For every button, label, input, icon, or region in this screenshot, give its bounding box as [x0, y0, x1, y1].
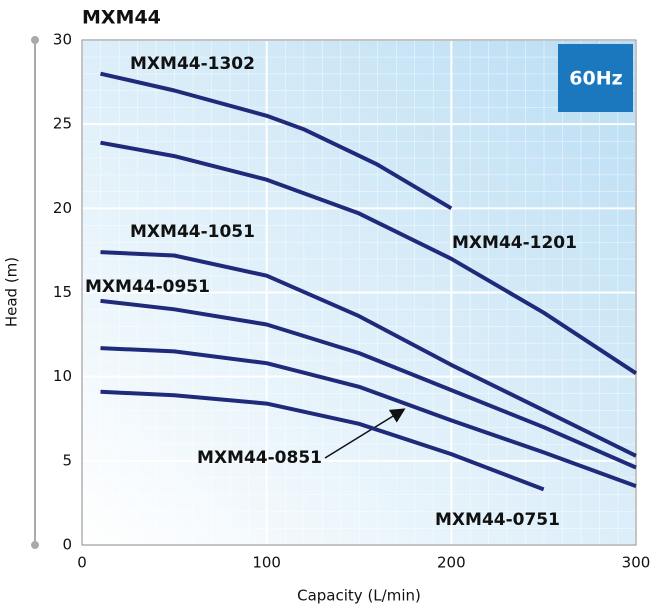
- curve-label: MXM44-1201: [452, 233, 577, 253]
- y-tick-label: 10: [53, 367, 72, 385]
- x-tick-label: 100: [252, 554, 281, 572]
- axis-dot: [31, 541, 39, 549]
- axis-dot: [31, 36, 39, 44]
- curve-label: MXM44-1051: [130, 222, 255, 242]
- curve: [100, 298, 637, 470]
- curve-label: MXM44-0951: [85, 277, 210, 297]
- badge: 60Hz: [569, 68, 622, 90]
- y-tick-label: 0: [62, 536, 72, 554]
- curve: [100, 71, 453, 211]
- x-tick-label: 0: [77, 554, 87, 572]
- y-tick-label: 5: [62, 451, 72, 469]
- curve-label: MXM44-0751: [435, 510, 560, 530]
- badge-bg: [558, 44, 633, 112]
- y-tick-label: 20: [53, 199, 72, 217]
- x-tick-label: 200: [437, 554, 466, 572]
- x-axis-label: Capacity (L/min): [297, 587, 421, 605]
- y-tick-label: 30: [53, 31, 72, 49]
- curve: [100, 346, 637, 488]
- curve-label: MXM44-1302: [130, 54, 255, 74]
- x-tick-label: 300: [622, 554, 651, 572]
- y-axis-label: Head (m): [3, 257, 21, 327]
- curve: [100, 250, 637, 458]
- chart-title: MXM44: [82, 7, 161, 29]
- curve: [100, 140, 638, 375]
- plot-border: [81, 39, 637, 546]
- callout-arrow: [324, 408, 406, 459]
- y-tick-label: 25: [53, 115, 72, 133]
- curve-label: MXM44-0851: [197, 448, 322, 468]
- y-tick-label: 15: [53, 283, 72, 301]
- curve: [100, 389, 545, 492]
